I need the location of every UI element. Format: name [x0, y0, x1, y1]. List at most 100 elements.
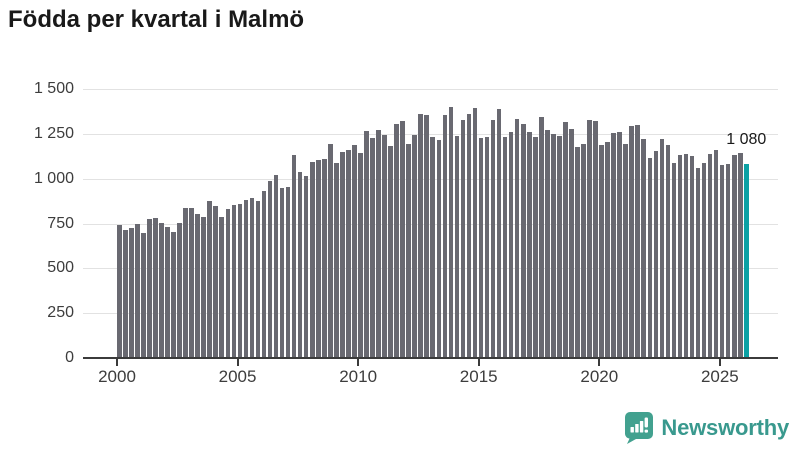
y-tick-label: 1 000: [33, 169, 74, 187]
bar: [683, 153, 689, 358]
x-tick-label: 2000: [98, 367, 136, 386]
bar: [237, 203, 243, 358]
bar: [129, 228, 134, 358]
bar: [159, 222, 164, 358]
bar: [436, 140, 442, 358]
gridline: [83, 89, 778, 90]
bar: [388, 146, 393, 358]
bar: [195, 213, 200, 358]
bar: [442, 115, 448, 358]
bar: [647, 158, 653, 358]
x-tick-label: 2025: [700, 367, 739, 386]
newsworthy-bubble-chart-icon: [625, 412, 654, 444]
bar: [261, 191, 267, 358]
bar: [177, 222, 182, 358]
x-tick-label: 2020: [580, 367, 619, 386]
bar: [358, 152, 363, 358]
y-tick-label: 1 500: [33, 80, 74, 97]
bar: [364, 131, 369, 358]
bar: [563, 122, 568, 358]
bar: [484, 137, 490, 358]
bar: [520, 124, 526, 358]
bar: [545, 130, 550, 358]
bar: [659, 139, 665, 358]
bar: [611, 132, 616, 358]
bar: [671, 163, 677, 358]
bar: [641, 139, 647, 358]
x-tick: [236, 359, 239, 366]
bar: [569, 128, 574, 358]
bar: [448, 106, 454, 358]
bar: [346, 150, 351, 358]
bar: [478, 138, 484, 358]
bar: [291, 155, 297, 358]
y-tick-label: 750: [47, 214, 74, 232]
newsworthy-logo[interactable]: Newsworthy: [623, 411, 789, 445]
bar: [382, 134, 387, 358]
bar: [587, 119, 592, 358]
bar: [490, 119, 496, 358]
bar: [466, 114, 472, 358]
bar: [532, 137, 538, 358]
bar: [207, 201, 213, 358]
bar: [593, 121, 598, 358]
bar: [370, 138, 375, 358]
bar: [454, 135, 460, 358]
bar: [309, 161, 315, 358]
bar: [171, 231, 176, 358]
bar: [460, 120, 466, 358]
x-tick-label: 2015: [459, 367, 498, 386]
bar: [279, 187, 285, 358]
bar: [653, 150, 659, 358]
x-axis-line: [83, 357, 778, 359]
bar: [201, 217, 206, 358]
bar: [297, 171, 303, 358]
bar: [213, 205, 219, 358]
bar: [147, 219, 152, 358]
bar-series: [117, 89, 750, 358]
bar: [713, 150, 719, 358]
bar: [731, 155, 737, 358]
bar: [412, 134, 417, 358]
bar: [352, 144, 357, 358]
y-tick-label: 1 250: [33, 124, 74, 142]
bar: [321, 158, 327, 358]
bar: [376, 130, 381, 358]
bar: [557, 135, 562, 358]
bar: [701, 163, 707, 358]
x-tick: [718, 359, 721, 366]
bar: [183, 208, 188, 358]
bar: [551, 133, 556, 358]
bar: [581, 143, 586, 358]
x-tick: [477, 359, 480, 366]
bar: [526, 132, 532, 358]
bar: [575, 147, 580, 358]
bar: [508, 132, 514, 358]
bar: [418, 114, 424, 358]
gridline: [83, 133, 778, 135]
bar: [623, 143, 628, 358]
bar: [629, 125, 635, 358]
bar: [340, 151, 345, 358]
bar: [315, 159, 321, 358]
bar: [273, 175, 279, 358]
bar: [695, 167, 701, 358]
bar: [635, 124, 641, 358]
y-tick-label: 0: [65, 349, 74, 366]
bar: [502, 137, 508, 358]
bar: [719, 165, 725, 358]
bar: [406, 143, 411, 358]
bar: [665, 144, 671, 358]
bar: [123, 229, 128, 358]
bar: [303, 176, 309, 358]
bar: [153, 218, 158, 358]
bar: [400, 121, 405, 358]
bar: [189, 208, 194, 358]
chart-title: Födda per kvartal i Malmö: [8, 6, 305, 33]
bar: [231, 204, 237, 358]
bar: [677, 155, 683, 358]
bar: [689, 156, 695, 358]
bar: [617, 132, 622, 358]
last-value-label: 1 080: [726, 131, 767, 148]
